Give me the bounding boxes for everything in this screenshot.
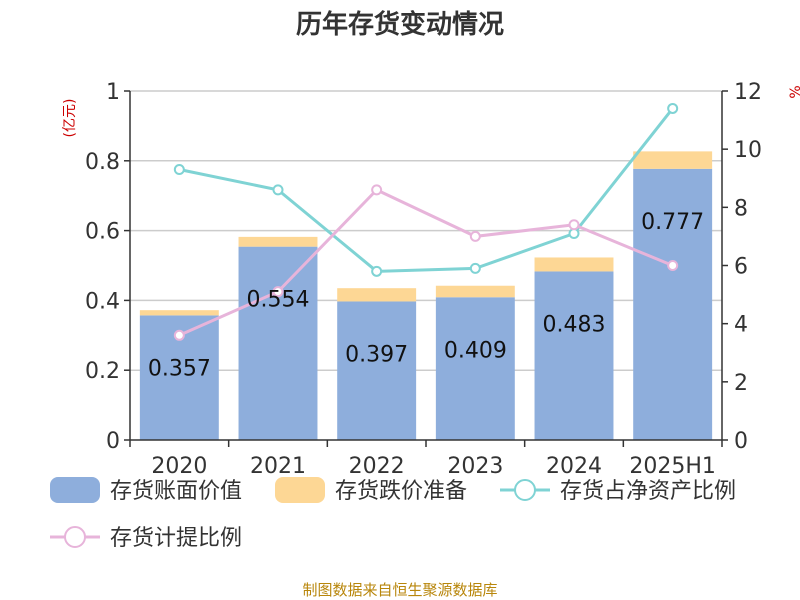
- right-axis-tick-label: 8: [734, 196, 748, 221]
- left-axis-tick-label: 0.6: [85, 220, 120, 245]
- series-point: [173, 329, 185, 341]
- legend-marker: [514, 479, 536, 501]
- bar-group: [139, 151, 713, 440]
- bar: [435, 285, 515, 298]
- legend-marker: [64, 526, 86, 548]
- right-axis-unit: %: [788, 85, 800, 98]
- bar: [633, 168, 713, 440]
- legend-label: 存货占净资产比例: [560, 479, 736, 504]
- series-point: [371, 184, 383, 196]
- bar: [337, 288, 417, 302]
- left-axis-tick-label: 0: [106, 429, 120, 454]
- series-point: [667, 260, 679, 271]
- bar-data-label: 0.409: [444, 338, 507, 363]
- bar: [633, 151, 713, 169]
- series-point: [568, 219, 580, 231]
- series-line: [179, 107, 674, 273]
- series-point: [568, 228, 580, 240]
- bar-label-group: 0.357 0.554 0.397 0.409 0.483 0.777: [148, 210, 704, 382]
- data-source-note: 制图数据来自恒生聚源数据库: [302, 581, 497, 599]
- series-point: [469, 262, 481, 274]
- right-axis-tick-label: 4: [734, 313, 748, 338]
- x-axis-tick-label: 2022: [349, 454, 405, 479]
- right-axis-tick-label: 0: [734, 429, 748, 454]
- legend-swatch: [50, 477, 100, 503]
- left-axis-tick-label: 1: [106, 80, 120, 105]
- bar-data-label: 0.777: [641, 210, 704, 235]
- bar: [534, 271, 614, 440]
- right-axis-tick-label: 2: [734, 371, 748, 396]
- legend-label: 存货计提比例: [110, 526, 242, 551]
- series-point: [272, 286, 284, 298]
- bar: [435, 297, 515, 440]
- bar: [139, 310, 219, 316]
- line-series-group: [173, 102, 679, 341]
- left-axis-tick-label: 0.2: [85, 359, 120, 384]
- legend-label: 存货账面价值: [110, 479, 242, 504]
- series-point: [272, 184, 284, 196]
- grid-lines: [130, 90, 722, 371]
- right-axis-tick-label: 10: [734, 138, 762, 163]
- series-point: [667, 102, 679, 114]
- x-axis-tick-label: 2020: [151, 454, 207, 479]
- bar-data-label: 0.554: [247, 288, 310, 313]
- x-axis-tick-label: 2024: [546, 454, 602, 479]
- chart-title: 历年存货变动情况: [296, 9, 504, 40]
- bar: [238, 236, 318, 247]
- left-axis-tick-label: 0.4: [85, 289, 120, 314]
- right-axis-tick-label: 12: [734, 80, 762, 105]
- series-point: [371, 265, 383, 277]
- series-point: [469, 230, 481, 242]
- bar: [534, 257, 614, 272]
- bar-data-label: 0.397: [345, 342, 408, 367]
- series-line: [178, 188, 674, 337]
- bar: [238, 246, 318, 440]
- x-axis-tick-label: 2021: [250, 454, 306, 479]
- left-axis-unit: (亿元): [62, 99, 78, 138]
- left-axis-tick-label: 0.8: [85, 150, 120, 175]
- right-axis-tick-label: 6: [734, 255, 748, 280]
- bar-data-label: 0.357: [148, 356, 211, 381]
- bar: [337, 301, 417, 440]
- bar-data-label: 0.483: [543, 312, 606, 337]
- legend-label: 存货跌价准备: [335, 479, 467, 504]
- x-axis-tick-label: 2023: [447, 454, 503, 479]
- legend-swatch: [275, 477, 325, 503]
- series-point: [173, 164, 185, 176]
- x-axis-tick-label: 2025H1: [629, 454, 716, 479]
